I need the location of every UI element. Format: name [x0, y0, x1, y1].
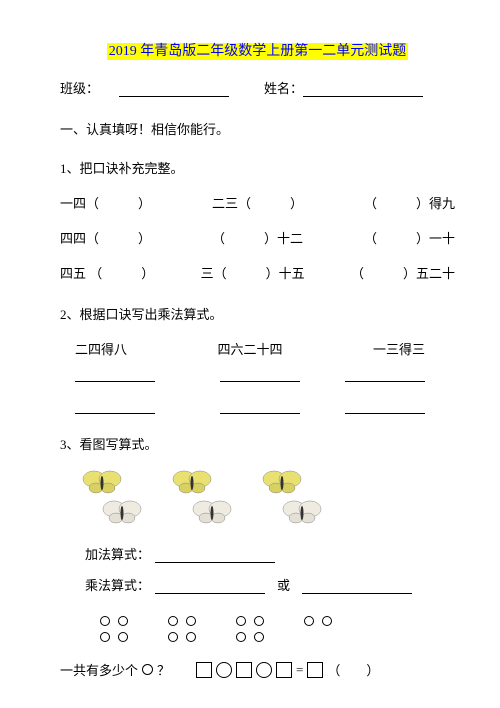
dot-icon: [118, 632, 128, 642]
q1-row1: 一四（ ） 二三（ ） （ ）得九: [60, 193, 455, 212]
sec1-text: 一、认真填呀！相信你能行。: [60, 122, 229, 137]
q2-lines-2: [75, 402, 455, 414]
q1r1c: （ ）得九: [364, 193, 455, 212]
butterfly-group-1: [80, 469, 160, 529]
qmark: ？: [157, 660, 170, 679]
q2b: 四六二十四: [192, 339, 309, 358]
square-box-icon: [236, 662, 252, 678]
dot-icon: [118, 616, 128, 626]
title-highlight: 2019 年青岛版二年级数学上册第一二单元测试题: [107, 43, 409, 60]
dot-group-4: [304, 616, 332, 642]
q2-line-b2: [220, 402, 300, 414]
dot-icon: [100, 616, 110, 626]
q1r2c: （ ）一十: [364, 228, 455, 247]
mul-underline-2: [302, 580, 412, 594]
q2a: 二四得八: [75, 339, 192, 358]
equals: =: [296, 662, 303, 678]
add-label: 加法算式：: [85, 544, 155, 563]
butterfly-pair-icon: [80, 469, 160, 529]
title-text: 年青岛版二年级数学上册第一二单元测试题: [137, 44, 407, 59]
student-info-row: 班级： 姓名：: [60, 78, 455, 97]
butterfly-group-2: [170, 469, 250, 529]
dot-icon: [186, 616, 196, 626]
q1r2b: （ ）十二: [212, 228, 303, 247]
q2-lines-1: [75, 370, 455, 382]
square-box-icon: [276, 662, 292, 678]
multiplication-row: 乘法算式： 或: [85, 575, 455, 594]
class-field: 班级：: [60, 78, 229, 97]
page-title: 2019 年青岛版二年级数学上册第一二单元测试题: [60, 40, 455, 60]
square-box-icon: [307, 662, 323, 678]
square-box-icon: [196, 662, 212, 678]
addition-row: 加法算式：: [85, 544, 455, 563]
butterfly-pair-icon: [170, 469, 250, 529]
dot-group-1: [100, 616, 128, 642]
dot-icon: [304, 616, 314, 626]
dot-icon: [254, 632, 264, 642]
dot-group-3: [236, 616, 264, 642]
q1-row3: 四五 （ ） 三（ ）十五 （ ）五二十: [60, 263, 455, 282]
q1r3c: （ ）五二十: [351, 263, 455, 282]
dot-icon: [168, 616, 178, 626]
q2-line-a2: [75, 402, 155, 414]
q3-label: 3、看图写算式。: [60, 434, 455, 453]
add-underline: [155, 549, 275, 563]
q2-line-c1: [345, 370, 425, 382]
dot-icon: [254, 616, 264, 626]
final-question-row: 一共有多少个 ？ = （ ）: [60, 660, 455, 679]
q1-row2: 四四（ ） （ ）十二 （ ）一十: [60, 228, 455, 247]
dot-icon: [186, 632, 196, 642]
mul-label: 乘法算式：: [85, 575, 155, 594]
or-label: 或: [277, 575, 290, 594]
section-1-heading: 一、认真填呀！相信你能行。: [60, 119, 455, 138]
dots-groups: [100, 616, 455, 642]
q1r1a: 一四（ ）: [60, 193, 151, 212]
title-year: 2019: [109, 44, 137, 59]
q2c: 一三得三: [308, 339, 455, 358]
q2-line-b1: [220, 370, 300, 382]
q2-label: 2、根据口诀写出乘法算式。: [60, 304, 455, 323]
op-circle-icon: [256, 662, 272, 678]
butterfly-group-3: [260, 469, 340, 529]
butterfly-pair-icon: [260, 469, 340, 529]
q1r1b: 二三（ ）: [212, 193, 303, 212]
circle-icon: [142, 664, 153, 675]
class-label: 班级：: [60, 78, 99, 97]
q1r3a: 四五 （ ）: [60, 263, 154, 282]
dot-group-2: [168, 616, 196, 642]
q2-items: 二四得八 四六二十四 一三得三: [75, 339, 455, 358]
q2-line-a1: [75, 370, 155, 382]
butterfly-groups: [80, 469, 455, 529]
paren: （ ）: [327, 660, 379, 679]
q1-label: 1、把口诀补充完整。: [60, 158, 455, 177]
dot-icon: [168, 632, 178, 642]
q1r3b: 三（ ）十五: [201, 263, 305, 282]
dot-icon: [236, 616, 246, 626]
name-field: 姓名：: [264, 78, 423, 97]
name-underline: [303, 83, 423, 97]
op-circle-icon: [216, 662, 232, 678]
final-text: 一共有多少个: [60, 660, 138, 679]
mul-underline-1: [155, 580, 265, 594]
q2-line-c2: [345, 402, 425, 414]
q1r2a: 四四（ ）: [60, 228, 151, 247]
class-underline: [119, 83, 229, 97]
dot-icon: [100, 632, 110, 642]
name-label: 姓名：: [264, 78, 303, 97]
dot-icon: [322, 616, 332, 626]
dot-icon: [236, 632, 246, 642]
